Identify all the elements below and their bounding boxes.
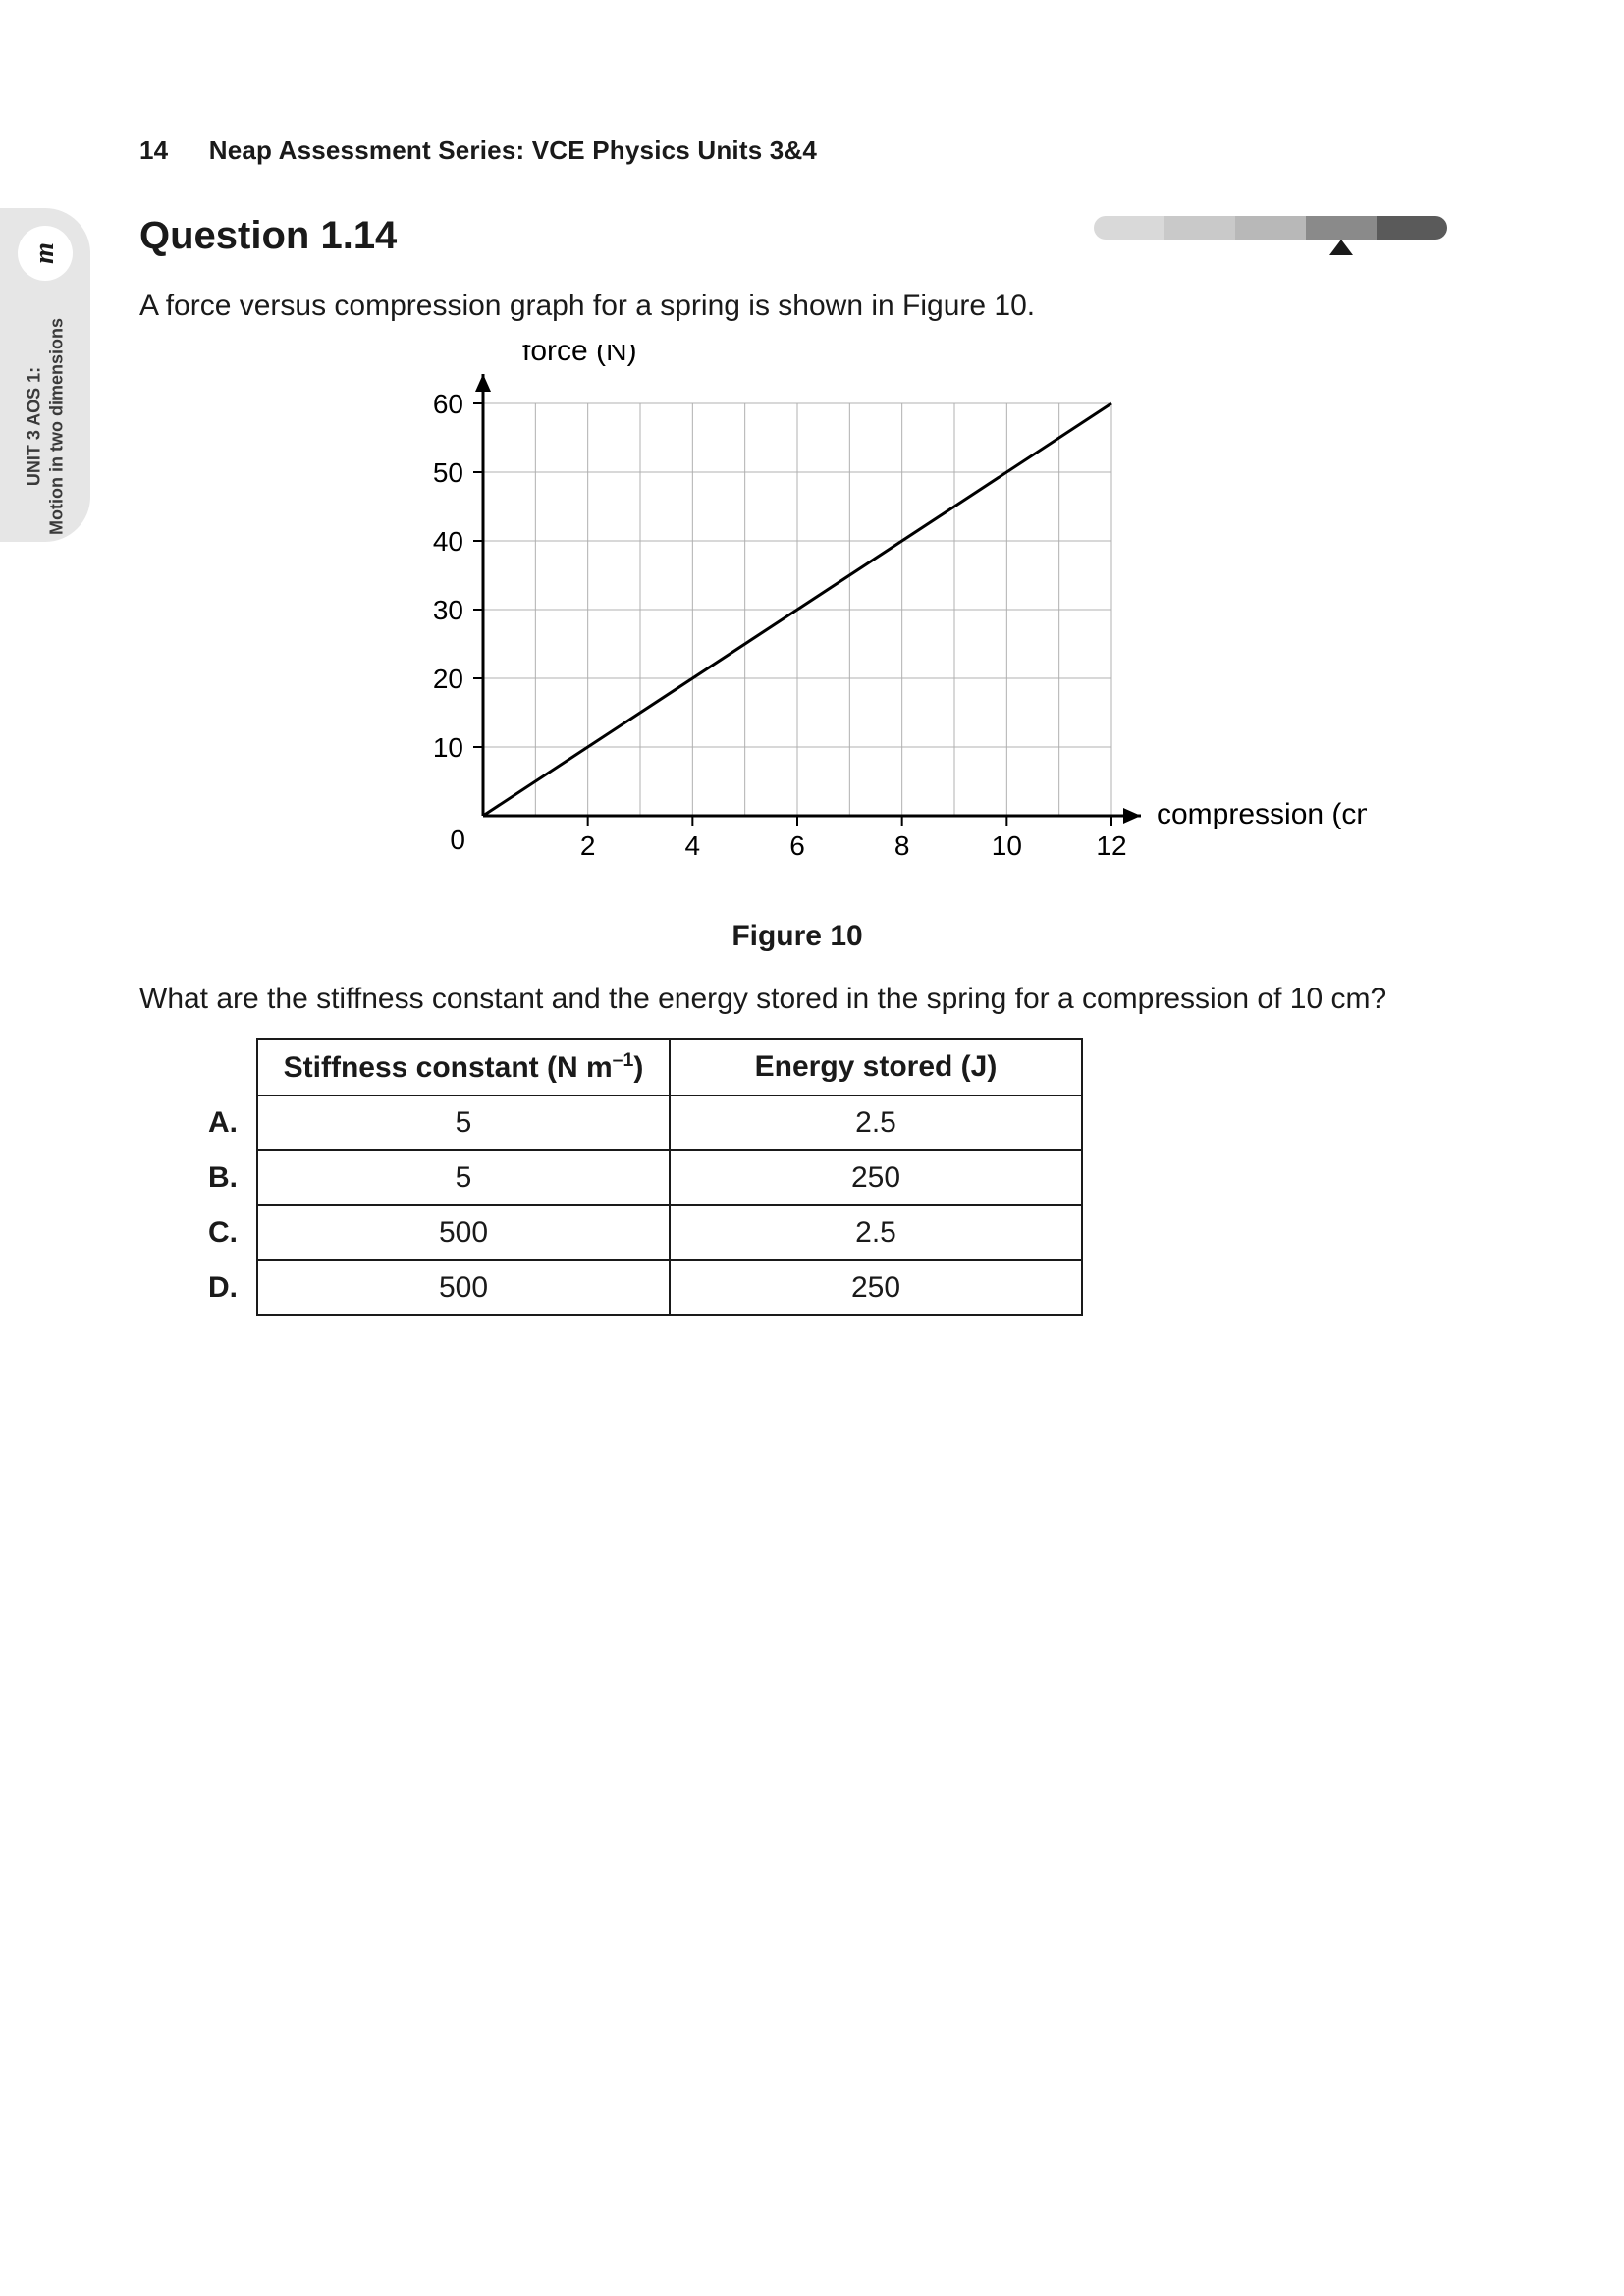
table-header-blank — [198, 1039, 257, 1095]
svg-text:20: 20 — [433, 664, 463, 694]
svg-text:0: 0 — [450, 825, 465, 855]
side-tab-icon: m — [18, 226, 73, 281]
svg-text:10: 10 — [992, 830, 1022, 861]
table-row: D.500250 — [198, 1260, 1082, 1315]
question-title: Question 1.14 — [139, 214, 1455, 258]
svg-text:6: 6 — [789, 830, 805, 861]
series-title: Neap Assessment Series: VCE Physics Unit… — [209, 135, 817, 165]
answer-table: Stiffness constant (N m–1)Energy stored … — [198, 1038, 1083, 1316]
svg-text:force (N): force (N) — [522, 345, 637, 367]
figure-caption: Figure 10 — [139, 920, 1455, 953]
answer-cell: 500 — [257, 1260, 670, 1315]
running-header: 14 Neap Assessment Series: VCE Physics U… — [139, 135, 817, 166]
page-number: 14 — [139, 135, 168, 165]
force-compression-chart: 2 4 6 8 10 12 10 20 30 40 50 60 0 force (N) compressio… — [228, 345, 1367, 914]
page: 14 Neap Assessment Series: VCE Physics U… — [0, 0, 1624, 2296]
side-tab-label-line2: Motion in two dimensions — [45, 318, 68, 535]
answer-cell: 250 — [670, 1150, 1082, 1205]
table-column-header: Stiffness constant (N m–1) — [257, 1039, 670, 1095]
svg-text:8: 8 — [894, 830, 910, 861]
table-row: C.5002.5 — [198, 1205, 1082, 1260]
side-tab: m UNIT 3 AOS 1: Motion in two dimensions — [0, 208, 90, 542]
svg-text:60: 60 — [433, 389, 463, 419]
svg-text:2: 2 — [580, 830, 596, 861]
answer-cell: 500 — [257, 1205, 670, 1260]
answer-option-label[interactable]: B. — [198, 1150, 257, 1205]
svg-text:4: 4 — [685, 830, 701, 861]
question-intro: A force versus compression graph for a s… — [139, 286, 1455, 327]
answer-cell: 2.5 — [670, 1205, 1082, 1260]
side-tab-icon-label: m — [29, 242, 61, 264]
svg-text:40: 40 — [433, 526, 463, 557]
question-content: Question 1.14 A force versus compression… — [139, 214, 1455, 1316]
side-tab-label-line1: UNIT 3 AOS 1: — [24, 318, 46, 535]
answer-cell: 2.5 — [670, 1095, 1082, 1150]
svg-text:12: 12 — [1096, 830, 1126, 861]
svg-text:compression (cm): compression (cm) — [1157, 798, 1367, 830]
answer-cell: 5 — [257, 1150, 670, 1205]
table-column-header: Energy stored (J) — [670, 1039, 1082, 1095]
answer-option-label[interactable]: A. — [198, 1095, 257, 1150]
table-row: A.52.5 — [198, 1095, 1082, 1150]
chart-container: 2 4 6 8 10 12 10 20 30 40 50 60 0 force (N) compressio… — [139, 345, 1455, 953]
answer-options: Stiffness constant (N m–1)Energy stored … — [139, 1038, 1455, 1316]
table-row: B.5250 — [198, 1150, 1082, 1205]
answer-cell: 250 — [670, 1260, 1082, 1315]
svg-text:30: 30 — [433, 595, 463, 625]
answer-option-label[interactable]: D. — [198, 1260, 257, 1315]
svg-text:50: 50 — [433, 457, 463, 488]
side-tab-label: UNIT 3 AOS 1: Motion in two dimensions — [24, 318, 68, 535]
answer-option-label[interactable]: C. — [198, 1205, 257, 1260]
svg-text:10: 10 — [433, 732, 463, 763]
question-prompt: What are the stiffness constant and the … — [139, 979, 1455, 1020]
table-header-row: Stiffness constant (N m–1)Energy stored … — [198, 1039, 1082, 1095]
answer-cell: 5 — [257, 1095, 670, 1150]
